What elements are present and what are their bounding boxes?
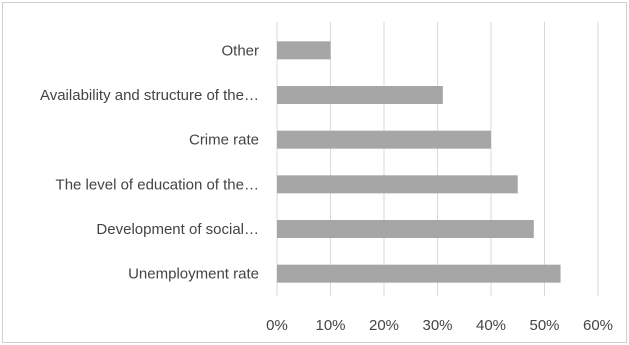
x-tick-label: 20% [369, 317, 399, 334]
category-label: Crime rate [189, 132, 259, 149]
x-tick-label: 30% [422, 317, 452, 334]
x-tick-label: 10% [315, 317, 345, 334]
bar [277, 175, 518, 194]
bar [277, 41, 331, 60]
category-label: Other [221, 42, 259, 59]
category-label: Development of social… [96, 221, 259, 238]
x-tick-label: 50% [529, 317, 559, 334]
x-tick-label-layer: 0% 10% 20% 30% 40% 50% 60% [266, 317, 613, 334]
category-label-layer: Unemployment rate Development of social… T… [40, 42, 259, 282]
bar [277, 220, 534, 238]
bar [277, 86, 443, 104]
category-label: Availability and structure of the… [40, 87, 259, 104]
bar [277, 130, 491, 149]
grid-layer [276, 22, 599, 296]
category-label: The level of education of the… [56, 176, 259, 193]
category-label: Unemployment rate [128, 266, 259, 283]
bar [277, 264, 561, 283]
x-tick-label: 0% [266, 317, 288, 334]
x-tick-label: 40% [476, 317, 506, 334]
x-tick-label: 60% [583, 317, 613, 334]
bar-layer [277, 41, 561, 283]
